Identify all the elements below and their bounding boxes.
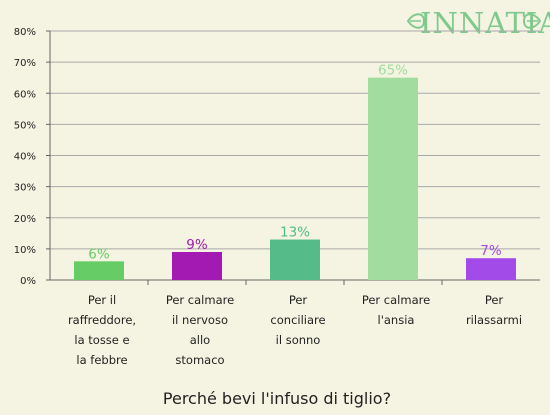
y-tick-label: 30% (14, 183, 36, 194)
y-tick-label: 40% (14, 152, 36, 163)
x-tick-label: Per calmare l'ansia (362, 293, 430, 327)
bar (270, 239, 320, 280)
bar (368, 77, 418, 280)
y-tick-label: 0% (20, 276, 36, 287)
y-tick-label: 50% (14, 120, 36, 131)
leaf-icon (406, 13, 426, 29)
y-tick-label: 70% (14, 58, 36, 69)
data-label: 65% (378, 63, 408, 79)
logo-text: INNATIA (420, 6, 550, 40)
x-tick-label: Per il raffreddore, la tosse e la febbre (68, 293, 136, 367)
bar (172, 251, 222, 280)
bar (74, 261, 124, 280)
innatia-logo: INNATIA (406, 6, 550, 40)
data-label: 7% (480, 243, 502, 259)
x-tick-label: Per rilassarmi (466, 293, 522, 327)
data-label: 9% (186, 237, 208, 253)
bar (466, 258, 516, 280)
x-tick-label: Per calmare il nervoso allo stomaco (166, 293, 234, 367)
leaf-icon (522, 13, 542, 29)
data-label: 6% (88, 246, 110, 262)
y-tick-label: 60% (14, 89, 36, 100)
y-tick-label: 10% (14, 245, 36, 256)
y-tick-label: 20% (14, 214, 36, 225)
chart-title: Perché bevi l'infuso di tiglio? (163, 389, 391, 408)
x-tick-label: Per conciliare il sonno (270, 293, 325, 347)
data-label: 13% (280, 225, 310, 241)
y-tick-label: 80% (14, 27, 36, 38)
